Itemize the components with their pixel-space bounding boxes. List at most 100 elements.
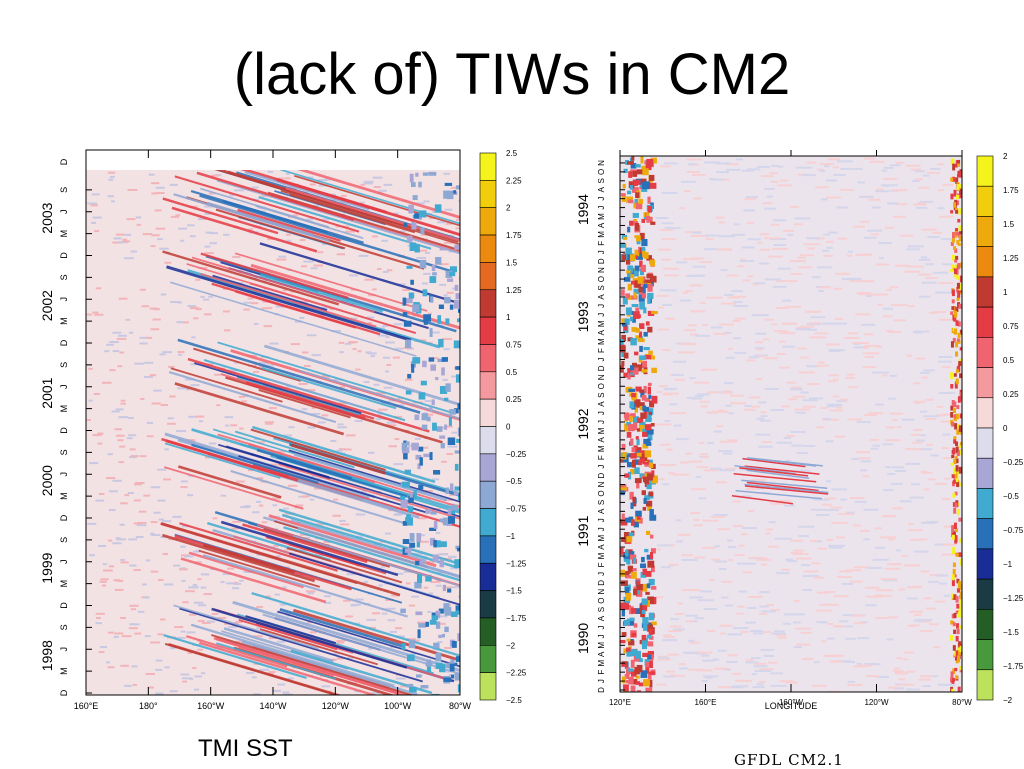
eastern-strip-cell <box>406 265 413 269</box>
tiw-streak <box>194 362 362 415</box>
eastern-column-cell <box>951 289 955 297</box>
western-column-cell <box>632 318 636 323</box>
noise-speck <box>688 324 697 327</box>
noise-speck <box>197 578 202 581</box>
noise-speck <box>200 573 210 576</box>
noise-speck <box>384 532 392 535</box>
noise-speck <box>108 509 116 512</box>
noise-speck <box>376 392 387 395</box>
eastern-column-cell <box>952 502 956 507</box>
noise-speck <box>757 355 766 358</box>
western-column-cell <box>645 442 652 446</box>
tiw-streak <box>196 171 355 222</box>
noise-speck <box>431 478 440 481</box>
noise-speck <box>107 453 113 456</box>
x-axis-label: LONGITUDE <box>765 701 818 711</box>
noise-speck <box>336 253 346 256</box>
noise-speck <box>669 412 687 415</box>
noise-speck <box>771 632 786 635</box>
noise-speck <box>440 426 446 429</box>
western-column-cell <box>633 218 637 224</box>
colorbar-label: −1.25 <box>506 559 527 568</box>
tiw-streak <box>288 543 387 575</box>
noise-speck <box>446 453 454 456</box>
noise-speck <box>877 303 884 306</box>
eastern-column-cell <box>954 423 958 430</box>
western-column-cell <box>643 624 648 631</box>
noise-speck <box>109 341 119 344</box>
tiw-streak <box>289 193 416 234</box>
noise-speck <box>150 245 156 248</box>
noise-speck <box>910 168 922 171</box>
western-column-cell <box>621 632 627 637</box>
noise-speck <box>94 313 104 316</box>
noise-speck <box>940 238 956 241</box>
eastern-strip-cell <box>414 581 422 589</box>
eastern-strip-cell <box>453 340 460 349</box>
noise-speck <box>458 199 460 202</box>
noise-speck <box>734 495 752 498</box>
noise-speck <box>102 569 113 572</box>
eastern-column-cell <box>957 583 961 589</box>
noise-speck <box>712 410 729 413</box>
y-month-label: S <box>597 607 606 612</box>
noise-speck <box>195 415 205 418</box>
eastern-strip-cell <box>444 424 448 430</box>
noise-speck <box>264 421 274 424</box>
western-column-cell <box>637 276 644 284</box>
noise-speck <box>170 215 179 218</box>
western-column-cell <box>630 453 637 459</box>
noise-speck <box>922 685 931 688</box>
noise-speck <box>936 405 944 408</box>
noise-speck <box>722 391 732 394</box>
noise-speck <box>668 563 679 566</box>
noise-speck <box>346 573 356 576</box>
eastern-column-cell <box>958 235 962 242</box>
noise-speck <box>686 170 700 173</box>
eastern-strip-cell <box>429 452 433 461</box>
noise-speck <box>833 595 849 598</box>
noise-speck <box>684 290 693 293</box>
noise-speck <box>232 587 240 590</box>
y-month-label: J <box>597 572 606 576</box>
eastern-column-cell <box>957 332 961 339</box>
western-column-cell <box>631 632 637 637</box>
noise-speck <box>894 670 904 673</box>
eastern-column-cell <box>958 303 962 309</box>
noise-speck <box>664 392 679 395</box>
noise-speck <box>125 318 131 321</box>
tiw-streak <box>186 263 343 312</box>
noise-speck <box>901 555 908 558</box>
eastern-column-cell <box>958 650 962 656</box>
eastern-strip-cell <box>444 606 452 616</box>
western-column-cell <box>623 352 629 359</box>
eastern-strip-cell <box>426 659 431 667</box>
noise-speck <box>760 411 767 414</box>
noise-speck <box>831 488 847 491</box>
western-column-cell <box>647 326 653 333</box>
eastern-column-cell <box>954 381 958 389</box>
eastern-column-cell <box>957 302 961 308</box>
noise-speck <box>840 167 850 170</box>
noise-speck <box>324 601 332 604</box>
western-column-cell <box>632 170 638 177</box>
noise-speck <box>860 220 870 223</box>
noise-speck <box>732 525 744 528</box>
noise-speck <box>933 310 947 313</box>
y-month-label: M <box>597 534 606 541</box>
western-column-cell <box>625 571 630 578</box>
noise-speck <box>378 584 383 587</box>
noise-speck <box>673 628 686 631</box>
noise-speck <box>764 357 778 360</box>
eastern-column-cell <box>956 481 960 488</box>
noise-speck <box>689 641 701 644</box>
eastern-strip-cell <box>435 621 441 629</box>
y-month-label: O <box>597 276 606 282</box>
noise-speck <box>747 606 757 609</box>
western-column-cell <box>636 664 643 673</box>
western-column-cell <box>651 311 658 315</box>
noise-speck <box>725 467 737 470</box>
tiw-streak <box>242 523 368 564</box>
noise-speck <box>703 608 717 611</box>
western-column-cell <box>648 612 655 621</box>
